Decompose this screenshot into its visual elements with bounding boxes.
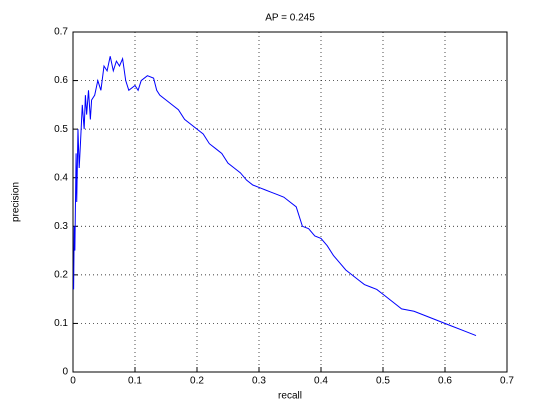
x-tick-label: 0.6 bbox=[438, 376, 452, 387]
y-tick-label: 0.1 bbox=[54, 318, 68, 329]
y-tick-label: 0.4 bbox=[54, 172, 68, 183]
y-tick-label: 0.5 bbox=[54, 124, 68, 135]
x-tick-label: 0.7 bbox=[500, 376, 514, 387]
x-tick-label: 0.2 bbox=[190, 376, 204, 387]
plot-frame bbox=[72, 31, 508, 373]
y-tick-label: 0.6 bbox=[54, 75, 68, 86]
y-tick-label: 0.7 bbox=[54, 27, 68, 38]
y-tick-label: 0.3 bbox=[54, 221, 68, 232]
x-tick-label: 0.5 bbox=[376, 376, 390, 387]
pr-curve bbox=[73, 56, 477, 337]
x-tick-label: 0.3 bbox=[252, 376, 266, 387]
x-tick-label: 0 bbox=[70, 376, 76, 387]
chart-title: AP = 0.245 bbox=[265, 13, 315, 24]
y-tick-label: 0 bbox=[62, 367, 68, 378]
x-tick-label: 0.4 bbox=[314, 376, 328, 387]
y-axis-label: precision bbox=[11, 182, 22, 222]
x-axis-label: recall bbox=[278, 391, 302, 402]
x-tick-label: 0.1 bbox=[128, 376, 142, 387]
y-tick-label: 0.2 bbox=[54, 269, 68, 280]
